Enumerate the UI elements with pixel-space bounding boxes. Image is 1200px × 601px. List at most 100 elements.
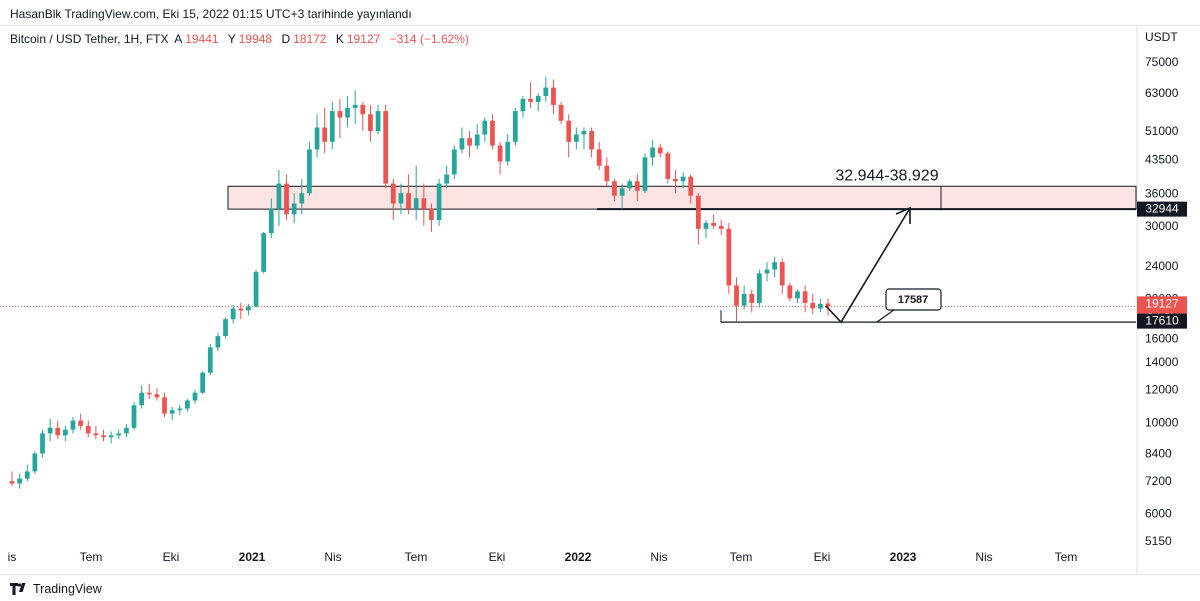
candle <box>444 165 450 189</box>
callout-box <box>885 288 942 311</box>
candle <box>650 139 655 166</box>
candle-body <box>604 165 610 182</box>
high-label: Y <box>227 32 236 46</box>
candle-body <box>695 195 701 229</box>
candle <box>192 389 198 404</box>
low-label: D <box>281 32 291 46</box>
close-value: 19127 <box>346 32 381 46</box>
candle <box>787 282 793 302</box>
candle-body <box>345 107 350 118</box>
candle-body <box>825 303 831 307</box>
candle-body <box>650 147 655 158</box>
candle <box>612 178 617 201</box>
candle <box>634 174 640 201</box>
candle-body <box>619 188 625 196</box>
candle <box>116 429 122 440</box>
y-tick-label: 14000 <box>1145 355 1179 369</box>
candle-body <box>185 400 190 409</box>
candle <box>589 127 594 158</box>
candle-body <box>734 285 739 306</box>
candle <box>512 107 518 146</box>
symbol-name[interactable]: Bitcoin / USD Tether, 1H, FTX <box>10 32 169 46</box>
candle-body <box>329 111 335 142</box>
candle-body <box>32 453 38 472</box>
candle-body <box>421 198 427 209</box>
x-tick-label: Eki <box>163 550 180 564</box>
candle <box>642 153 648 194</box>
x-tick-label: Tem <box>1055 550 1078 564</box>
candle <box>726 222 732 294</box>
candle <box>40 429 45 458</box>
price-label-value: 32944 <box>1145 202 1179 216</box>
candle-body <box>490 120 495 146</box>
candle-body <box>505 141 511 162</box>
projection-arrow <box>825 207 911 324</box>
candle-body <box>101 435 106 438</box>
tradingview-logo[interactable]: TradingView <box>10 582 102 596</box>
zone-range-label: 32.944-38.929 <box>835 167 938 184</box>
y-tick-label: 24000 <box>1145 259 1179 273</box>
candle <box>322 107 328 154</box>
candle-body <box>131 405 137 428</box>
candle-body <box>665 153 671 179</box>
candle <box>200 371 206 395</box>
price-label-bg <box>1137 313 1187 329</box>
candle-body <box>139 392 145 406</box>
x-tick-label: Eki <box>814 550 831 564</box>
candle <box>695 193 701 245</box>
candle-body <box>375 111 381 131</box>
candle <box>398 183 404 215</box>
candle <box>551 79 556 115</box>
candle <box>314 114 320 158</box>
candle <box>85 420 91 438</box>
candle <box>779 258 785 294</box>
candle <box>764 262 770 282</box>
candle <box>253 269 259 308</box>
candle <box>810 293 816 315</box>
candle <box>291 193 297 223</box>
candle-body <box>451 149 457 175</box>
brand-name: TradingView <box>33 582 102 596</box>
candle <box>383 104 389 189</box>
candle-body <box>772 262 777 270</box>
candle-body <box>757 273 762 303</box>
candle <box>406 174 411 215</box>
candle-body <box>764 269 770 274</box>
candle <box>451 145 457 179</box>
candle <box>749 289 755 313</box>
candle <box>711 214 716 229</box>
candle-body <box>589 130 594 150</box>
candle-body <box>200 372 206 393</box>
candle <box>436 178 442 226</box>
candle-body <box>573 134 579 142</box>
tradingview-logo-icon <box>10 583 26 595</box>
open-label: A <box>174 32 183 46</box>
candle <box>9 471 15 487</box>
price-label-value: 19127 <box>1145 296 1179 310</box>
candle <box>368 104 373 142</box>
candle <box>802 285 808 313</box>
candle-body <box>177 408 183 411</box>
candle <box>413 165 419 220</box>
candle-body <box>528 98 533 102</box>
candle <box>17 473 22 489</box>
y-tick-label: 43500 <box>1145 152 1179 166</box>
candle <box>497 141 503 175</box>
candle-body <box>337 111 343 118</box>
candle-body <box>85 425 91 434</box>
candle-body <box>703 222 709 229</box>
candle <box>154 388 160 401</box>
candle-body <box>657 147 663 154</box>
candle <box>32 451 38 474</box>
candle <box>688 174 694 204</box>
footer-bar: TradingView <box>0 574 1200 601</box>
candle-body <box>444 174 450 184</box>
candle <box>490 114 495 150</box>
candle-body <box>497 145 503 162</box>
candle <box>108 431 114 444</box>
candle-body <box>436 183 442 220</box>
candle-body <box>680 176 686 182</box>
candle <box>772 257 777 278</box>
candle-body <box>17 478 22 484</box>
